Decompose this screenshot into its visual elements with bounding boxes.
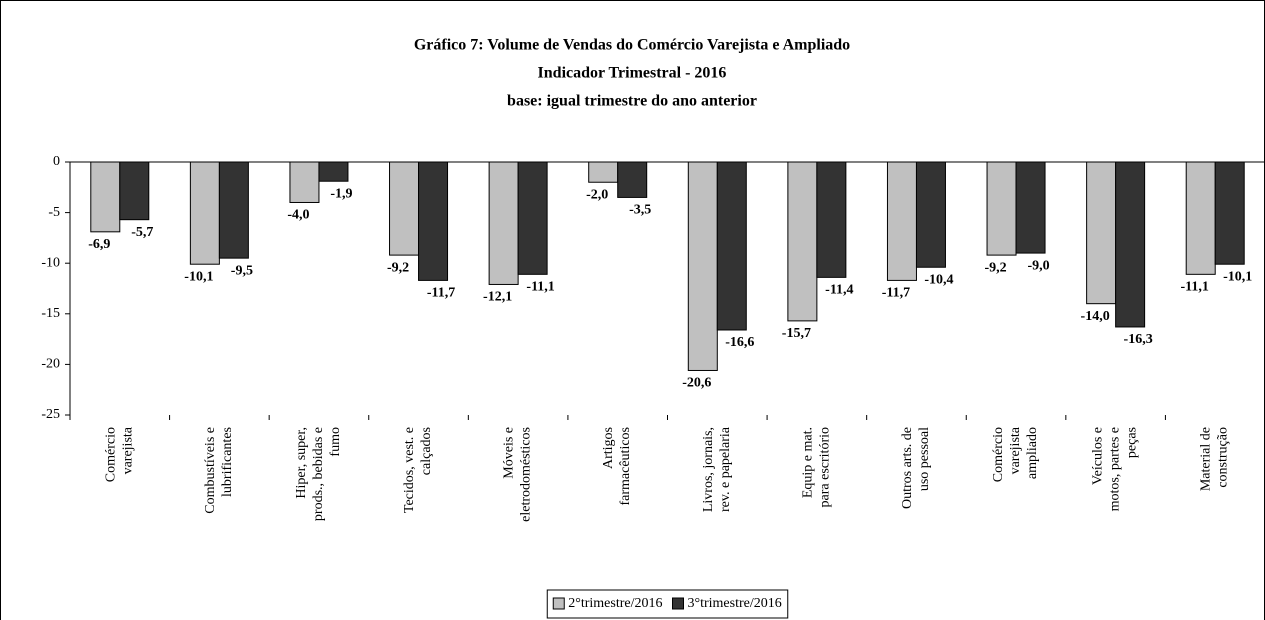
x-tick-label: Tecidos, vest. e calçados [402,427,434,513]
bar [90,161,121,233]
x-tick-label: Artigos farmacêuticos [601,427,633,506]
bar [389,161,420,256]
value-label: -5,7 [131,225,153,240]
bar [189,161,220,265]
bar [687,161,718,371]
legend-label: 2°trimestre/2016 [568,596,662,611]
legend-box [546,589,789,619]
chart-title: Gráfico 7: Volume de Vendas do Comércio … [414,37,850,54]
bar [787,161,818,322]
x-tick-label: Livros, jornais, rev. e papelaria [701,426,733,512]
bar [1015,161,1046,254]
y-tick-label: -15 [41,306,60,321]
value-label: -15,7 [782,326,811,341]
x-tick-label: Veículos e motos, partes e peças [1091,427,1140,511]
bar [588,161,619,183]
y-tick-label: -25 [41,407,60,422]
chart-subtitle: Indicador Trimestral - 2016 [538,65,727,82]
bar [1086,161,1117,305]
bar [915,161,946,268]
value-label: -14,0 [1081,309,1110,324]
bar [318,161,349,182]
bar [1214,161,1245,265]
value-label: -10,1 [1223,269,1252,284]
value-label: -10,1 [184,269,213,284]
y-tick-label: -20 [41,357,60,372]
chart-subtitle: base: igual trimestre do ano anterior [507,93,757,110]
y-tick-label: -10 [41,255,60,270]
value-label: -11,7 [882,286,910,301]
x-tick-label: Hiper, super, prods., bebidas e fumo [294,427,343,521]
bar [816,161,847,278]
value-label: -6,9 [88,237,110,252]
value-label: -16,6 [725,335,754,350]
value-label: -20,6 [682,376,711,391]
value-label: -4,0 [287,208,309,223]
legend-swatch [672,597,684,610]
bar [218,161,249,259]
legend-label: 3°trimestre/2016 [688,596,782,611]
bar [986,161,1017,256]
value-label: -11,1 [526,280,554,295]
bar [716,161,747,331]
value-label: -3,5 [629,203,651,218]
bar [1115,161,1146,328]
x-tick-label: Comércio varejista ampliado [991,426,1040,482]
value-label: -11,4 [825,283,853,298]
legend-swatch [552,597,565,610]
y-tick-label: 0 [53,154,60,169]
bar [886,161,917,281]
x-tick-label: Combustíveis e lubrificantes [203,427,235,514]
value-label: -11,1 [1181,280,1209,295]
bar [418,161,449,281]
legend: 2°trimestre/2016 3°trimestre/2016 [546,589,789,619]
value-label: -9,2 [984,260,1006,275]
value-label: -9,2 [387,260,409,275]
x-tick-label: Outros arts. de uso pessoal [900,427,932,509]
x-tick-label: Equip e mat. para escritório [801,427,833,507]
x-tick-label: Móveis e eletrodomésticos [502,427,534,522]
bar [119,161,150,221]
value-label: -9,0 [1027,258,1049,273]
value-label: -12,1 [483,290,512,305]
value-label: -16,3 [1124,332,1153,347]
y-tick-label: -5 [48,205,60,220]
value-label: -1,9 [330,186,352,201]
x-tick-label: Material de construção [1199,427,1231,491]
bar [517,161,548,275]
value-label: -9,5 [231,263,253,278]
value-label: -11,7 [427,286,455,301]
bar [1185,161,1216,275]
value-label: -2,0 [586,187,608,202]
bar [617,161,648,198]
x-tick-label: Comércio varejista [104,426,136,482]
bar [289,161,320,203]
bar [488,161,519,285]
value-label: -10,4 [924,272,953,287]
